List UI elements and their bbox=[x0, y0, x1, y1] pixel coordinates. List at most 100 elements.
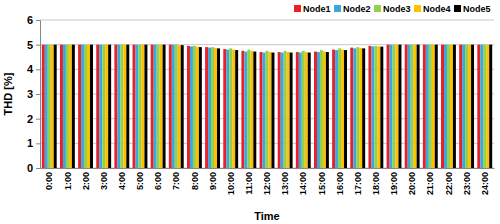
bar bbox=[99, 45, 102, 168]
bar bbox=[338, 48, 341, 168]
tick-label: 4:00 bbox=[117, 172, 127, 190]
bar bbox=[374, 46, 377, 168]
bar bbox=[290, 53, 293, 168]
bar bbox=[250, 51, 253, 168]
tick: 3:00 bbox=[99, 172, 109, 190]
bar bbox=[223, 49, 226, 168]
bar bbox=[133, 45, 136, 168]
bar bbox=[199, 47, 202, 168]
bar bbox=[344, 50, 347, 168]
series bbox=[48, 45, 486, 168]
bar bbox=[232, 50, 235, 168]
legend-swatch bbox=[414, 5, 421, 12]
bar bbox=[435, 45, 438, 168]
bar bbox=[323, 52, 326, 168]
bar bbox=[51, 45, 54, 168]
series bbox=[54, 45, 492, 168]
tick-label: 19:00 bbox=[389, 172, 399, 195]
bar bbox=[468, 45, 471, 168]
bar bbox=[229, 48, 232, 168]
tick-mark bbox=[36, 168, 40, 169]
tick-label: 14:00 bbox=[298, 172, 308, 195]
bar bbox=[332, 50, 335, 168]
bar bbox=[411, 45, 414, 168]
bar bbox=[181, 45, 184, 168]
bar bbox=[90, 45, 93, 168]
bar bbox=[108, 45, 111, 168]
tick: 19:00 bbox=[389, 172, 399, 195]
bar bbox=[377, 46, 380, 168]
bar bbox=[235, 50, 238, 168]
bar bbox=[444, 45, 447, 168]
bar bbox=[387, 45, 390, 168]
tick-label: 22:00 bbox=[444, 172, 454, 195]
tick-label: 6 bbox=[27, 14, 33, 26]
legend-swatch bbox=[294, 5, 301, 12]
bar bbox=[263, 53, 266, 168]
tick-label: 3 bbox=[27, 88, 33, 100]
tick: 13:00 bbox=[280, 172, 290, 195]
bar bbox=[138, 45, 141, 168]
tick: 0 bbox=[27, 162, 40, 174]
grid bbox=[40, 20, 494, 168]
bar bbox=[462, 45, 465, 168]
bar bbox=[341, 50, 344, 168]
tick-mark bbox=[36, 143, 40, 144]
bar bbox=[48, 45, 51, 168]
tick-mark bbox=[36, 94, 40, 95]
tick: 21:00 bbox=[425, 172, 435, 195]
bar bbox=[96, 45, 99, 168]
tick-mark bbox=[36, 45, 40, 46]
bar bbox=[284, 51, 287, 168]
legend-entry: Node4 bbox=[414, 4, 451, 14]
tick: 12:00 bbox=[262, 172, 272, 195]
bar bbox=[380, 47, 383, 168]
bar bbox=[214, 48, 217, 168]
bar bbox=[247, 50, 250, 168]
series bbox=[42, 45, 480, 168]
bar bbox=[278, 52, 281, 168]
tick-label: 11:00 bbox=[244, 172, 254, 195]
bar bbox=[193, 46, 196, 168]
series bbox=[51, 45, 489, 168]
tick: 3 bbox=[27, 88, 40, 100]
bar bbox=[141, 45, 144, 168]
bar bbox=[396, 45, 399, 168]
legend-swatch bbox=[334, 5, 341, 12]
bar bbox=[486, 45, 489, 168]
tick: 7:00 bbox=[171, 172, 181, 190]
tick: 5 bbox=[27, 39, 40, 51]
bar bbox=[417, 45, 420, 168]
grid-line bbox=[40, 20, 494, 21]
legend-swatch bbox=[374, 5, 381, 12]
bar bbox=[87, 45, 90, 168]
bar bbox=[450, 45, 453, 168]
tick: 24:00 bbox=[480, 172, 490, 195]
bar bbox=[465, 45, 468, 168]
tick-label: 10:00 bbox=[226, 172, 236, 195]
bar bbox=[123, 45, 126, 168]
legend-entry: Node5 bbox=[454, 4, 491, 14]
bar bbox=[393, 45, 396, 168]
legend: Node1Node2Node3Node4Node5 bbox=[294, 4, 491, 14]
bar bbox=[483, 45, 486, 168]
bar bbox=[260, 52, 263, 168]
bar bbox=[471, 45, 474, 168]
bar bbox=[459, 45, 462, 168]
tick: 10:00 bbox=[226, 172, 236, 195]
tick-label: 0 bbox=[27, 162, 33, 174]
axis-line bbox=[36, 21, 41, 169]
bar bbox=[356, 47, 359, 168]
tick-label: 12:00 bbox=[262, 172, 272, 195]
tick-label: 4 bbox=[27, 63, 34, 75]
bar bbox=[175, 45, 178, 168]
tick: 4 bbox=[27, 63, 40, 75]
bar bbox=[405, 45, 408, 168]
bar bbox=[105, 45, 108, 168]
tick: 9:00 bbox=[208, 172, 218, 190]
tick-mark bbox=[36, 69, 40, 70]
series bbox=[45, 45, 483, 168]
legend-entry: Node2 bbox=[334, 4, 371, 14]
bar bbox=[423, 45, 426, 168]
bar bbox=[302, 51, 305, 168]
